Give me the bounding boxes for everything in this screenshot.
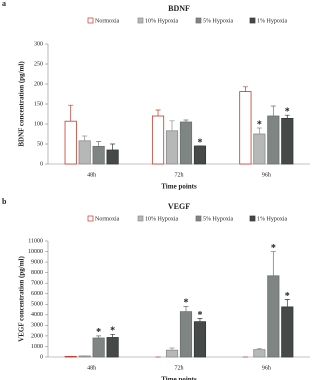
legend-swatch — [137, 215, 144, 222]
significance-mark: * — [257, 119, 262, 130]
bar — [106, 337, 119, 358]
y-axis-label: VEGF concentration (pg/ml) — [18, 256, 26, 342]
bar — [151, 115, 165, 165]
legend-label: Normoxia — [95, 216, 120, 222]
legend-label: 1% Hypoxia — [257, 18, 287, 24]
legend-label: 5% Hypoxia — [203, 18, 233, 24]
bar — [179, 311, 193, 358]
error-bar — [270, 251, 276, 276]
legend-swatch — [249, 215, 256, 222]
error-bar — [110, 143, 116, 150]
y-tick-label: 300 — [34, 41, 43, 47]
bar — [165, 349, 179, 358]
x-tick-label: 48h — [87, 172, 96, 178]
error-bar — [169, 120, 175, 131]
x-tick-label: 72h — [175, 172, 184, 178]
legend-swatch — [195, 215, 202, 222]
bar — [193, 321, 207, 358]
bar — [179, 121, 193, 165]
y-tick-label: 200 — [34, 81, 43, 87]
y-tick-label: 3000 — [31, 323, 43, 329]
bar — [78, 140, 91, 165]
y-axis-label: BDNF concentration (pg/ml) — [18, 61, 26, 147]
y-tick-label: 250 — [34, 61, 43, 67]
bar — [253, 133, 266, 165]
legend-swatch — [87, 215, 94, 222]
bar — [281, 118, 294, 165]
y-tick-label: 11000 — [28, 238, 43, 244]
legend-label: Normoxia — [95, 18, 120, 24]
y-tick-label: 100 — [34, 121, 43, 127]
y-tick-label: 9000 — [31, 259, 43, 265]
bar — [64, 120, 77, 165]
error-bar — [256, 127, 262, 134]
bar — [267, 275, 280, 358]
y-tick-label: 5000 — [31, 302, 43, 308]
panel-label: a — [2, 0, 6, 8]
error-bar — [256, 348, 262, 350]
y-tick-label: 0 — [40, 161, 43, 167]
error-bar — [284, 114, 290, 119]
legend-label: 5% Hypoxia — [203, 216, 233, 222]
bar — [165, 130, 179, 165]
error-bar — [169, 347, 175, 351]
x-tick-label: 48h — [87, 365, 96, 371]
y-tick-label: 150 — [34, 101, 43, 107]
panel-label: b — [2, 197, 7, 206]
error-bar — [183, 306, 189, 312]
significance-mark: * — [285, 106, 290, 117]
bar — [92, 337, 105, 358]
y-tick-label: 50 — [37, 141, 43, 147]
x-tick-label: 96h — [262, 365, 271, 371]
significance-mark: * — [110, 326, 115, 337]
error-bar — [110, 333, 116, 338]
x-axis-label: Time points — [161, 183, 197, 191]
significance-mark: * — [197, 310, 202, 321]
bar — [239, 91, 252, 165]
bar — [253, 349, 266, 358]
error-bar — [68, 104, 74, 122]
error-bar — [242, 86, 248, 92]
chart-title: VEGF — [168, 202, 190, 211]
significance-mark: * — [271, 243, 276, 254]
y-tick-label: 2000 — [31, 333, 43, 339]
x-axis-label: Time points — [161, 376, 197, 380]
error-bar — [183, 119, 189, 122]
y-tick-label: 0 — [40, 354, 43, 360]
x-tick-label: 72h — [175, 365, 184, 371]
error-bar — [96, 141, 102, 147]
bar — [267, 115, 280, 165]
legend-swatch — [137, 17, 144, 24]
legend-label: 1% Hypoxia — [257, 216, 287, 222]
bar — [92, 145, 105, 165]
significance-mark: * — [96, 327, 101, 338]
significance-mark: * — [183, 298, 188, 309]
bar — [106, 149, 119, 165]
y-tick-label: 8000 — [31, 270, 43, 276]
error-bar — [155, 109, 161, 116]
legend-label: 10% Hypoxia — [145, 18, 178, 24]
y-tick-label: 10000 — [28, 249, 43, 255]
y-tick-label: 1000 — [31, 344, 43, 350]
bar — [193, 145, 207, 165]
y-tick-label: 7000 — [31, 281, 43, 287]
legend-swatch — [249, 17, 256, 24]
bar — [281, 306, 294, 358]
significance-mark: * — [285, 291, 290, 302]
legend-label: 10% Hypoxia — [145, 216, 178, 222]
chart-title: BDNF — [168, 4, 190, 13]
error-bar — [96, 335, 102, 339]
legend-swatch — [195, 17, 202, 24]
legend-swatch — [87, 17, 94, 24]
error-bar — [284, 299, 290, 307]
error-bar — [197, 318, 203, 322]
error-bar — [270, 105, 276, 116]
y-tick-label: 4000 — [31, 312, 43, 318]
significance-mark: * — [197, 137, 202, 148]
error-bar — [82, 135, 88, 141]
y-tick-label: 6000 — [31, 291, 43, 297]
x-tick-label: 96h — [262, 172, 271, 178]
